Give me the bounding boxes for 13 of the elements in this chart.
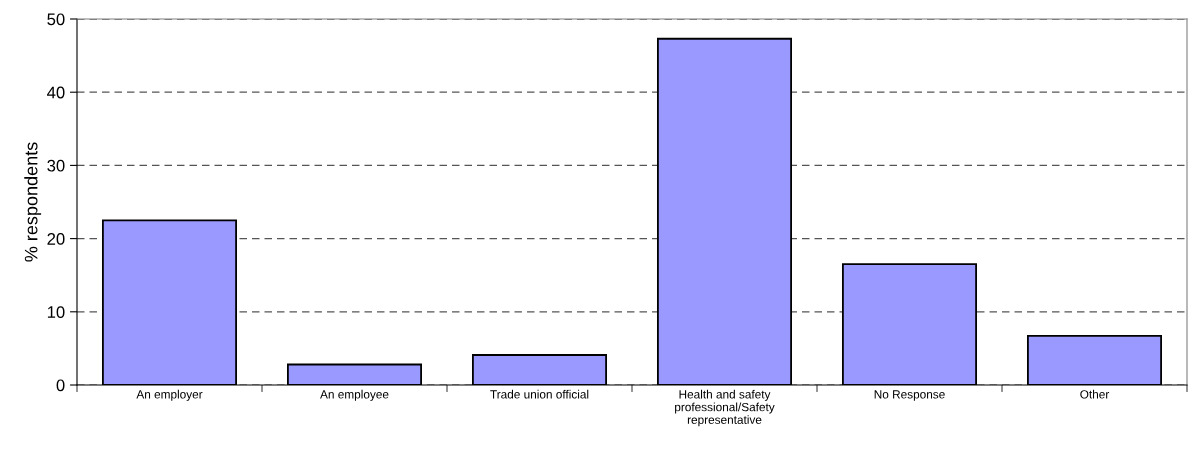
y-tick-label: 10 (47, 306, 65, 318)
y-tick-label: 20 (47, 233, 65, 245)
x-tick-label: An employer (136, 389, 203, 401)
y-tick-label: 30 (47, 159, 65, 172)
x-tick-label: Other (1080, 389, 1110, 399)
y-axis-title: % respondents (24, 142, 42, 262)
x-tick-label: No Response (874, 390, 945, 401)
x-tick-label: An employee (320, 389, 389, 401)
y-tick-label: 50 (47, 13, 65, 26)
x-tick-label: Health and safety professional/Safety representative (675, 389, 775, 427)
y-tick-label: 40 (47, 86, 65, 99)
y-tick-label: 0 (56, 379, 65, 392)
x-tick-label: Trade union official (490, 389, 589, 399)
